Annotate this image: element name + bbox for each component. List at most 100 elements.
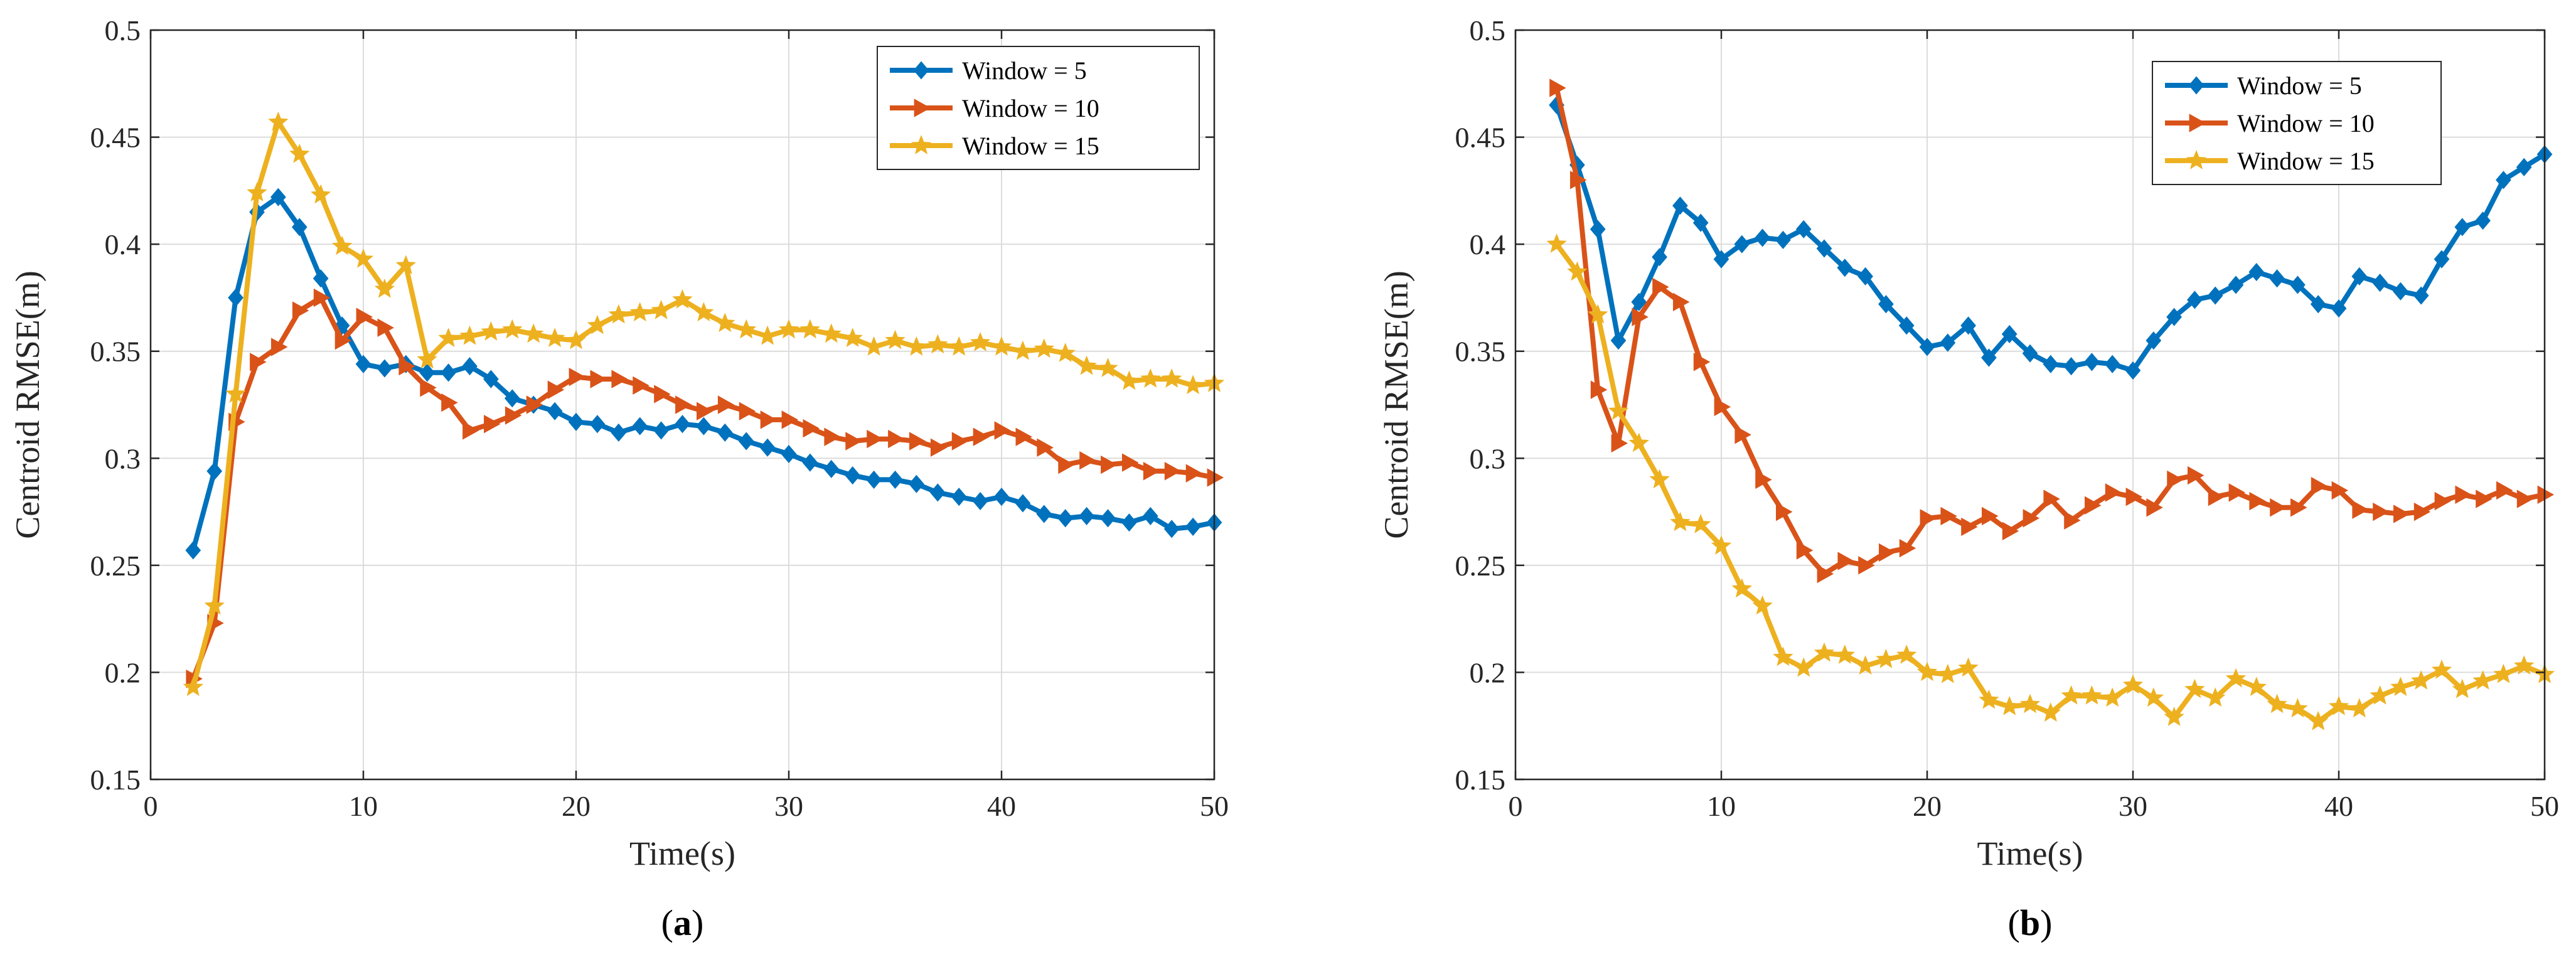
y-tick-label: 0.2: [105, 656, 141, 688]
data-point: [1734, 235, 1750, 254]
data-point: [1711, 535, 1732, 555]
legend-item: Window = 15: [2165, 147, 2375, 175]
data-point: [2493, 663, 2514, 683]
legend: Window = 5 Window = 10 Window = 15: [2152, 61, 2442, 185]
data-point: [2122, 674, 2144, 694]
data-point: [927, 334, 948, 354]
data-point: [2476, 489, 2493, 508]
y-tick-label: 0.45: [90, 122, 141, 154]
data-point: [1058, 455, 1075, 474]
legend-label: Window = 15: [962, 132, 1099, 160]
y-tick-label: 0.2: [1470, 656, 1506, 688]
data-point: [1142, 506, 1158, 525]
data-point: [271, 338, 288, 356]
x-tick-label: 10: [349, 790, 378, 822]
data-point: [1100, 509, 1116, 528]
data-point: [629, 302, 650, 322]
data-point: [1079, 506, 1094, 525]
data-point: [757, 325, 778, 345]
data-point: [1999, 695, 2020, 715]
data-point: [1731, 578, 1752, 598]
data-point: [1015, 427, 1032, 446]
legend-item: Window = 15: [890, 132, 1099, 160]
data-point: [824, 427, 841, 446]
panel-label: (b): [2008, 902, 2053, 943]
data-point: [204, 595, 225, 615]
data-point: [738, 432, 754, 451]
y-tick-label: 0.35: [1455, 336, 1506, 368]
data-point: [781, 410, 799, 429]
legend-marker: [914, 99, 931, 117]
data-point: [2331, 299, 2347, 318]
data-point: [2267, 693, 2287, 714]
series-layer: [183, 111, 1225, 697]
data-point: [1162, 368, 1182, 388]
x-tick-label: 0: [1509, 790, 1523, 822]
data-point: [374, 278, 395, 298]
data-point: [2310, 295, 2326, 314]
data-point: [2413, 502, 2431, 521]
data-point: [2496, 481, 2513, 500]
data-point: [2102, 687, 2123, 707]
data-point: [292, 301, 309, 320]
data-point: [2248, 262, 2265, 282]
data-point: [2082, 685, 2102, 705]
y-tick-label: 0.25: [90, 550, 141, 582]
data-point: [1837, 259, 1853, 277]
data-point: [949, 336, 970, 356]
data-point: [2290, 275, 2306, 294]
x-axis-title: Time(s): [629, 835, 735, 872]
data-point: [544, 328, 565, 347]
series-window10: [1549, 78, 2555, 584]
data-point: [653, 421, 669, 440]
data-point: [2431, 659, 2452, 679]
data-point: [1937, 663, 1958, 683]
y-tick-label: 0.45: [1455, 122, 1506, 154]
data-point: [441, 363, 456, 382]
data-point: [2043, 489, 2060, 508]
x-tick-label: 30: [2119, 790, 2147, 822]
data-point: [672, 289, 693, 309]
data-point: [781, 444, 797, 464]
data-point: [355, 355, 371, 373]
data-point: [2475, 211, 2491, 230]
data-point: [438, 328, 459, 347]
y-tick-label: 0.3: [105, 442, 141, 474]
data-point: [1632, 307, 1649, 326]
data-point: [1916, 661, 1938, 682]
data-point: [311, 184, 331, 204]
data-point: [1567, 261, 1588, 281]
data-point: [2164, 707, 2184, 726]
data-point: [1919, 338, 1935, 356]
data-point: [462, 357, 478, 376]
legend-item: Window = 5: [2165, 72, 2362, 100]
data-point: [2019, 693, 2041, 714]
data-point: [2290, 498, 2307, 517]
data-point: [1143, 462, 1160, 481]
data-point: [2084, 353, 2100, 372]
data-point: [313, 288, 331, 307]
data-point: [2393, 282, 2408, 301]
data-point: [1896, 644, 1917, 664]
data-point: [1672, 196, 1688, 215]
series-line: [1554, 242, 2547, 724]
data-point: [2246, 676, 2267, 697]
data-point: [1898, 316, 1915, 335]
data-point: [313, 269, 329, 288]
data-point: [1940, 506, 1957, 526]
data-point: [1631, 292, 1647, 311]
data-point: [1876, 649, 1896, 668]
data-point: [2225, 668, 2247, 688]
data-point: [356, 307, 373, 326]
data-point: [697, 402, 713, 420]
data-point: [1817, 564, 1834, 584]
data-point: [717, 423, 733, 442]
x-tick-label: 10: [1707, 790, 1736, 822]
data-point: [1713, 250, 1729, 269]
data-point: [2125, 361, 2141, 380]
data-point: [183, 676, 204, 697]
data-point: [1958, 657, 1979, 677]
data-point: [1037, 438, 1054, 457]
data-point: [866, 470, 882, 489]
data-point: [1814, 642, 1835, 662]
